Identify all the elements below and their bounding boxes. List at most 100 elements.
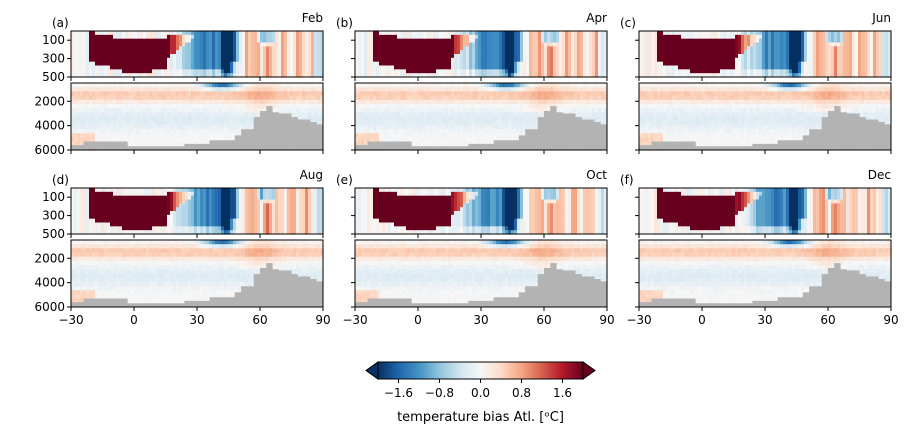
heat-cell	[158, 42, 162, 47]
heat-cell	[89, 57, 93, 63]
heat-cell	[86, 69, 90, 74]
heat-cell	[149, 31, 153, 36]
heat-cell	[164, 50, 168, 55]
heat-cell	[233, 50, 237, 55]
panel-tag: (a)	[52, 16, 69, 30]
heat-cell	[188, 50, 192, 55]
heat-cell	[83, 46, 87, 51]
heat-cell	[215, 54, 219, 59]
heat-cell	[206, 46, 210, 51]
heat-cell	[173, 31, 177, 36]
heat-cell	[95, 42, 99, 47]
heat-cell	[242, 46, 246, 51]
heat-cell	[74, 46, 78, 51]
heat-cell	[149, 54, 153, 59]
heat-cell	[242, 38, 246, 44]
heat-cell	[182, 73, 186, 78]
heat-cell	[191, 31, 195, 36]
heat-cell	[149, 65, 153, 70]
heat-cell	[128, 73, 132, 78]
heat-cell	[92, 34, 96, 40]
heat-cell	[212, 54, 216, 59]
heat-cell	[242, 34, 246, 40]
heat-cell	[146, 42, 150, 47]
heat-cell	[161, 42, 165, 47]
heat-cell	[107, 50, 111, 55]
heat-cell	[131, 42, 135, 47]
heat-cell	[113, 46, 117, 51]
heat-cell	[83, 57, 87, 63]
y-tick-label: 2000	[34, 94, 65, 108]
heat-cell	[131, 69, 135, 74]
heat-cell	[170, 61, 174, 67]
heat-cell	[98, 54, 102, 59]
heat-cell	[209, 57, 213, 63]
heat-cell	[143, 54, 147, 59]
heat-cell	[95, 46, 99, 51]
heat-cell	[128, 34, 132, 40]
heat-cell	[143, 46, 147, 51]
heat-cell	[209, 50, 213, 55]
heat-cell	[188, 34, 192, 40]
heat-cell	[89, 65, 93, 70]
heat-cell	[128, 65, 132, 70]
heat-cell	[239, 57, 243, 63]
heat-cell	[98, 34, 102, 40]
heat-cell	[161, 31, 165, 36]
heat-cell	[125, 69, 129, 74]
heat-cell	[98, 31, 102, 36]
heat-cell	[185, 61, 189, 67]
heat-cell	[104, 65, 108, 70]
heat-cell	[92, 46, 96, 51]
heat-cell	[161, 69, 165, 74]
heat-cell	[206, 42, 210, 47]
heat-cell	[128, 42, 132, 47]
heat-cell	[203, 42, 207, 47]
heat-cell	[137, 50, 141, 55]
heat-cell	[230, 42, 234, 47]
heat-cell	[185, 57, 189, 63]
heat-cell	[188, 69, 192, 74]
heat-cell	[206, 65, 210, 70]
heat-cell	[101, 69, 105, 74]
heat-cell	[209, 46, 213, 51]
heat-cell	[158, 38, 162, 44]
heat-cell	[86, 42, 90, 47]
heat-cell	[101, 38, 105, 44]
heat-cell	[83, 61, 87, 67]
heat-cell	[176, 50, 180, 55]
panel-apr: (b) Apr	[336, 11, 608, 154]
heat-cell	[164, 31, 168, 36]
heat-cell	[74, 50, 78, 55]
heat-cell	[167, 61, 171, 67]
heat-cell	[77, 50, 81, 55]
heat-cell	[71, 73, 75, 78]
heat-cell	[89, 61, 93, 67]
heat-cell	[203, 65, 207, 70]
heat-cell	[242, 31, 246, 36]
heat-cell	[200, 61, 204, 67]
heat-cell	[155, 61, 159, 67]
heat-cell	[227, 34, 231, 40]
heat-cell	[80, 42, 84, 47]
heat-cell	[221, 69, 225, 74]
heat-cell	[149, 34, 153, 40]
heat-cell	[119, 34, 123, 40]
heat-cell	[218, 65, 222, 70]
heat-cell	[143, 73, 147, 78]
heat-cell	[224, 65, 228, 70]
heat-cell	[89, 42, 93, 47]
heat-cell	[119, 65, 123, 70]
heat-cell	[86, 57, 90, 63]
heat-cell	[221, 46, 225, 51]
heat-cell	[86, 34, 90, 40]
heat-cell	[113, 73, 117, 78]
heat-cell	[173, 38, 177, 44]
heat-cell	[206, 54, 210, 59]
heat-cell	[149, 46, 153, 51]
heat-cell	[125, 50, 129, 55]
heat-cell	[242, 69, 246, 74]
heat-cell	[182, 50, 186, 55]
heat-cell	[83, 31, 87, 36]
heat-cell	[137, 34, 141, 40]
